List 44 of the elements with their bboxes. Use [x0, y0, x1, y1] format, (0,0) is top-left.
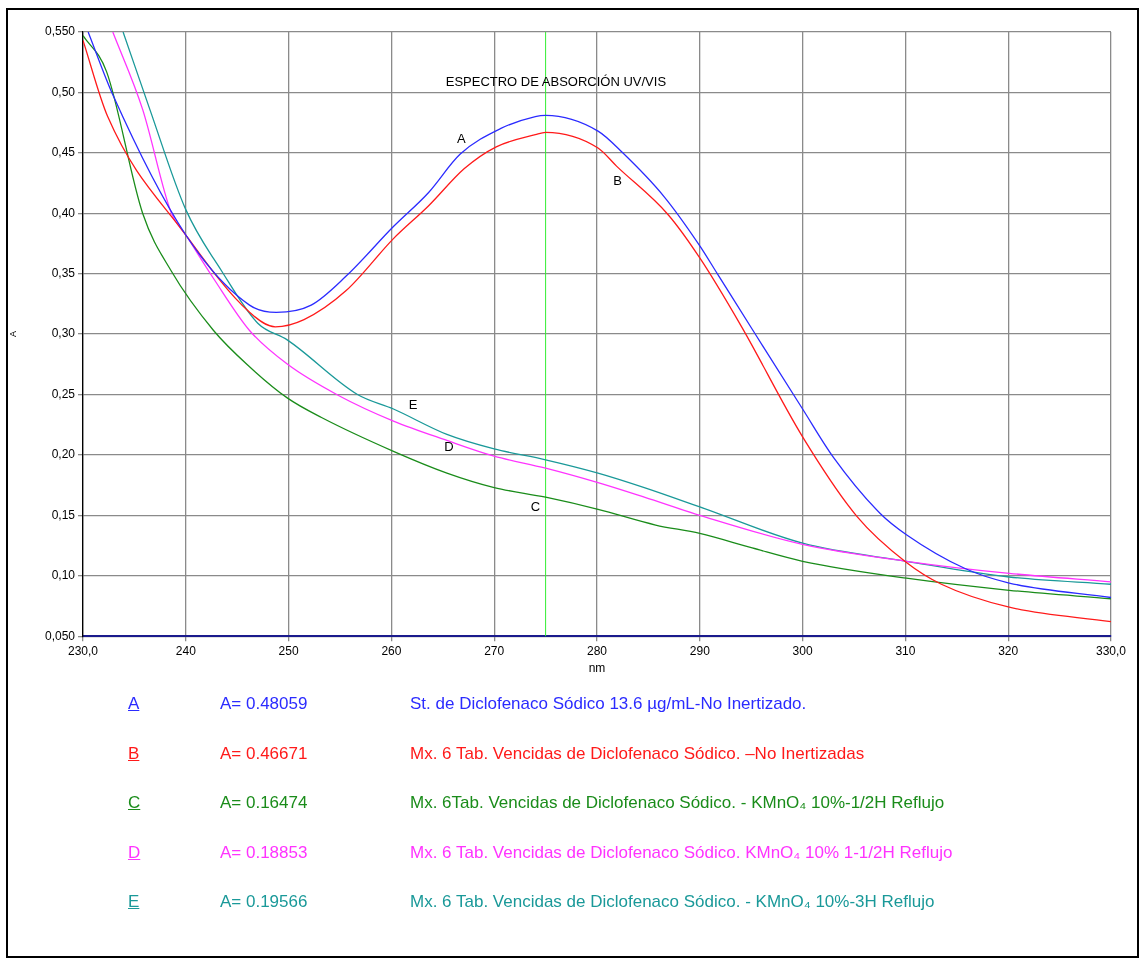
- text: Mx. 6Tab. Vencidas de Diclofenaco Sódico. - KMnO₄ 10%-1/2H Reflujo: [410, 793, 945, 813]
- y-tick-label: 0,25: [51, 386, 76, 401]
- y-tick-label: 0,30: [51, 326, 76, 341]
- y-tick-label: 0,35: [51, 265, 76, 280]
- y-tick-label: 0,20: [51, 447, 76, 462]
- x-tick-label: 300: [792, 643, 813, 658]
- x-tick-label: 280: [586, 643, 608, 658]
- y-tick-label: 0,550: [44, 24, 76, 39]
- text: Mx. 6 Tab. Vencidas de Diclofenaco Sódico. –No Inertizadas: [410, 743, 865, 764]
- annotation: E: [408, 396, 418, 412]
- x-tick-label: 270: [484, 643, 505, 658]
- y-tick-label: 0,050: [44, 628, 76, 643]
- y-tick-label: 0,50: [51, 84, 76, 99]
- y-tick-label: 0,15: [51, 507, 76, 522]
- x-tick-label: 330,0: [1095, 643, 1127, 658]
- x-tick-label: 290: [689, 643, 711, 658]
- text: E: [128, 892, 140, 912]
- y-axis-title: A: [7, 331, 18, 338]
- x-tick-label: 260: [381, 643, 402, 658]
- y-tick-label: 0,40: [51, 205, 76, 220]
- x-tick-label: 240: [175, 643, 197, 658]
- text: B: [128, 743, 140, 764]
- text: Mx. 6 Tab. Vencidas de Diclofenaco Sódico. - KMnO₄ 10%-3H Reflujo: [410, 892, 935, 912]
- text: A: [128, 694, 140, 714]
- text: C: [128, 793, 141, 813]
- text: A= 0.16474: [220, 793, 308, 813]
- text: A= 0.18853: [220, 842, 308, 863]
- text: Mx. 6 Tab. Vencidas de Diclofenaco Sódico. KMnO₄ 10% 1-1/2H Reflujo: [410, 842, 953, 863]
- y-tick-label: 0,10: [51, 568, 76, 583]
- x-tick-label: 310: [895, 643, 916, 658]
- text: A= 0.48059: [220, 694, 308, 714]
- x-tick-label: 320: [998, 643, 1019, 658]
- x-tick-label: 230,0: [67, 643, 99, 658]
- annotation: D: [444, 438, 454, 454]
- text: A= 0.19566: [220, 892, 308, 912]
- annotation: C: [530, 498, 541, 514]
- y-tick-label: 0,45: [51, 145, 76, 160]
- text: D: [128, 842, 141, 863]
- x-tick-label: 250: [278, 643, 299, 658]
- annotation: B: [613, 172, 622, 188]
- text: St. de Diclofenaco Sódico 13.6 µg/mL-No Inertizado.: [410, 694, 807, 714]
- text: A= 0.46671: [220, 743, 308, 764]
- annotation: A: [456, 130, 466, 146]
- x-axis-title: nm: [588, 661, 606, 676]
